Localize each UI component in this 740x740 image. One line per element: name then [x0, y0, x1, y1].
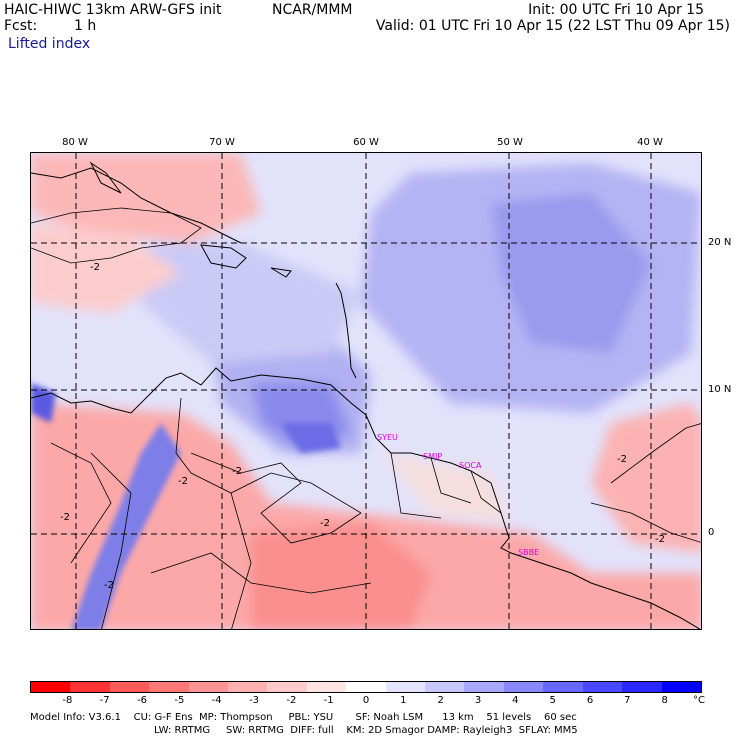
unstable-region-west [31, 223, 181, 313]
colorbar-tick-label: -1 [323, 695, 334, 706]
colorbar-tick-label: -5 [174, 695, 185, 706]
lat-label-10n: 10 N [708, 384, 732, 395]
lon-label-40w: 40 W [637, 137, 663, 148]
colorbar-swatch [267, 682, 307, 692]
station-label-soca: SOCA [459, 461, 482, 470]
colorbar-swatch [582, 682, 623, 692]
colorbar-tick-label: -3 [249, 695, 259, 706]
colorbar-swatch [228, 682, 268, 692]
stable-spot-venezuela [281, 423, 341, 453]
colorbar-swatch [149, 682, 189, 692]
neutral-region-guianas [381, 453, 511, 523]
model-info-line2: LW: RRTMG SW: RRTMG DIFF: full KM: 2D Sm… [154, 725, 578, 736]
colorbar-tick-label: 2 [437, 695, 444, 706]
colorbar-swatch [109, 682, 150, 692]
lat-lon-grid [31, 153, 701, 629]
colorbar-tick-label: 7 [624, 695, 631, 706]
contour-label: -2 [617, 454, 627, 465]
unstable-region-southeast [591, 403, 701, 553]
lon-label-50w: 50 W [497, 137, 523, 148]
contour-label: -2 [655, 534, 665, 545]
lon-label-80w: 80 W [62, 137, 88, 148]
map-canvas [31, 153, 701, 629]
colorbar-unit: °C [693, 695, 705, 706]
forecast-hour: 1 h [74, 18, 97, 34]
organization: NCAR/MMM [272, 2, 353, 18]
lat-label-0: 0 [708, 527, 715, 538]
contour-label: -2 [232, 466, 242, 477]
colorbar-tick-label: 3 [474, 695, 482, 706]
stable-band-andes [71, 423, 181, 629]
colorbar-swatch [503, 682, 544, 692]
unstable-core-south [251, 523, 431, 629]
colorbar-swatch [622, 682, 662, 692]
colorbar [30, 681, 702, 693]
colorbar-tick-labels: -8 -7 -6 -5 -4 -3 -2 -1 0 1 2 3 4 5 6 7 8 [30, 695, 702, 707]
contour-label: -2 [320, 518, 330, 529]
station-label-sbbe: SBBE [518, 548, 540, 557]
stable-core-east [491, 193, 651, 353]
colorbar-tick-label: 4 [512, 695, 519, 706]
colorbar-swatch [70, 682, 110, 692]
init-time: Init: 00 UTC Fri 10 Apr 15 [528, 2, 704, 18]
colorbar-tick-label: 0 [362, 695, 370, 706]
unstable-region-northwest [31, 153, 261, 243]
colorbar-swatch [425, 682, 465, 692]
colorbar-tick-label: -7 [99, 695, 110, 706]
colorbar-swatch [464, 682, 504, 692]
colorbar-tick-label: -4 [211, 695, 222, 706]
lat-label-20n: 20 N [708, 237, 732, 248]
contours-minus-2 [31, 207, 701, 594]
colorbar-swatch [306, 682, 347, 692]
lifted-index-map [30, 152, 702, 630]
station-label-smjp: SMJP [423, 452, 443, 461]
forecast-label: Fcst: [4, 18, 38, 34]
model-info-line1: Model Info: V3.6.1 CU: G-F Ens MP: Thomp… [30, 712, 577, 723]
colorbar-tick-label: 5 [549, 695, 556, 706]
colorbar-tick-label: 1 [400, 695, 407, 706]
lon-label-60w: 60 W [353, 137, 379, 148]
stable-region-central [141, 243, 361, 363]
contour-label: -2 [178, 476, 188, 487]
field-name: Lifted index [8, 36, 91, 52]
colorbar-tick-label: -2 [286, 695, 297, 706]
contour-label: -2 [60, 512, 70, 523]
colorbar-swatch [346, 682, 386, 692]
colorbar-tick-label: 6 [586, 695, 594, 706]
model-title: HAIC-HIWC 13km ARW-GFS init [4, 2, 222, 18]
colorbar-tick-label: -8 [62, 695, 73, 706]
colorbar-swatch [543, 682, 583, 692]
coastlines [31, 161, 701, 629]
valid-time: Valid: 01 UTC Fri 10 Apr 15 (22 LST Thu … [375, 18, 730, 34]
station-label-syeu: SYEU [377, 433, 398, 442]
country-borders [90, 397, 502, 629]
colorbar-swatch [188, 682, 229, 692]
colorbar-tick-label: -6 [137, 695, 147, 706]
colorbar-tick-label: 8 [661, 695, 668, 706]
colorbar-swatch [31, 682, 71, 692]
colorbar-swatch [385, 682, 426, 692]
contour-label: -2 [104, 580, 114, 591]
lon-label-70w: 70 W [209, 137, 235, 148]
contour-label: -2 [90, 262, 100, 273]
colorbar-swatch [661, 682, 701, 692]
